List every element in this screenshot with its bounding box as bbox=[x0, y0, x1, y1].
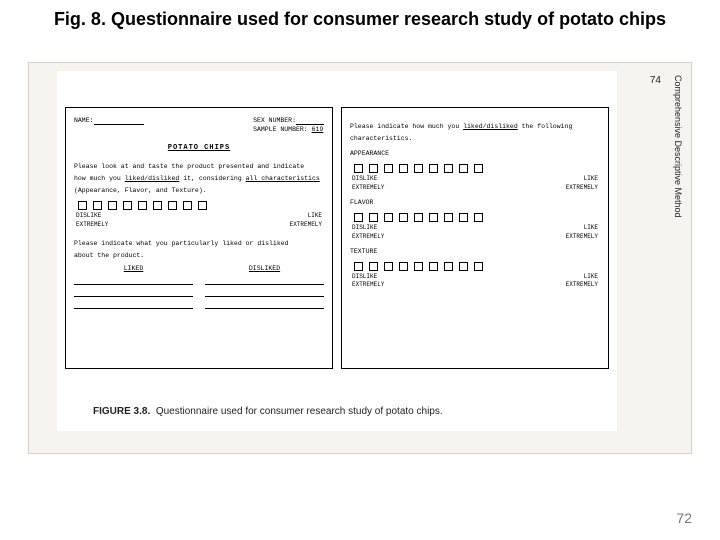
scale-checkbox[interactable] bbox=[183, 201, 192, 210]
scale-checkbox[interactable] bbox=[474, 164, 483, 173]
scale-checkbox[interactable] bbox=[384, 213, 393, 222]
scale-checkbox[interactable] bbox=[108, 201, 117, 210]
attribute-scale bbox=[350, 164, 600, 173]
instruction-line: characteristics. bbox=[350, 134, 600, 143]
scale-checkbox[interactable] bbox=[138, 201, 147, 210]
scale-checkbox[interactable] bbox=[429, 213, 438, 222]
scale-checkbox[interactable] bbox=[369, 164, 378, 173]
scale-checkbox[interactable] bbox=[429, 164, 438, 173]
scale-checkbox[interactable] bbox=[354, 262, 363, 271]
scale-anchor-left: DISLIKE EXTREMELY bbox=[352, 273, 394, 290]
instruction-line: how much you liked/disliked it, consider… bbox=[74, 174, 324, 183]
scale-anchor-right: LIKE EXTREMELY bbox=[280, 212, 322, 229]
scale-anchor-right: LIKE EXTREMELY bbox=[556, 175, 598, 192]
scanned-page: 74 Comprehensive Descriptive Method NAME… bbox=[28, 62, 692, 454]
scale-checkbox[interactable] bbox=[444, 164, 453, 173]
scan-content: NAME: SEX NUMBER: SAMPLE NUMBER: 619 POT… bbox=[57, 71, 617, 431]
scale-checkbox[interactable] bbox=[414, 164, 423, 173]
liked-column: LIKED bbox=[74, 264, 193, 312]
scale-checkbox[interactable] bbox=[444, 213, 453, 222]
scan-page-number: 74 bbox=[650, 75, 661, 86]
scale-checkbox[interactable] bbox=[399, 262, 408, 271]
write-in-line[interactable] bbox=[205, 300, 324, 309]
attribute-label: APPEARANCE bbox=[350, 149, 600, 158]
attribute-scale bbox=[350, 213, 600, 222]
figure-subcaption: FIGURE 3.8. Questionnaire used for consu… bbox=[93, 406, 443, 417]
scale-checkbox[interactable] bbox=[369, 213, 378, 222]
scale-anchor-left: DISLIKE EXTREMELY bbox=[352, 224, 394, 241]
scan-side-label: Comprehensive Descriptive Method bbox=[663, 75, 683, 275]
scale-checkbox[interactable] bbox=[474, 262, 483, 271]
scale-checkbox[interactable] bbox=[384, 262, 393, 271]
slide-page-number: 72 bbox=[676, 510, 692, 526]
instruction-line: (Appearance, Flavor, and Texture). bbox=[74, 186, 324, 195]
scale-checkbox[interactable] bbox=[354, 213, 363, 222]
scale-checkbox[interactable] bbox=[78, 201, 87, 210]
questionnaire-page-1: NAME: SEX NUMBER: SAMPLE NUMBER: 619 POT… bbox=[65, 107, 333, 369]
scale-anchor-left: DISLIKE EXTREMELY bbox=[76, 212, 118, 229]
write-in-line[interactable] bbox=[74, 276, 193, 285]
sample-field: SAMPLE NUMBER: 619 bbox=[253, 126, 323, 133]
form-title: POTATO CHIPS bbox=[74, 144, 324, 154]
attribute-block: FLAVOR DISLIKE EXTREMELY LIKE EXTREMELY bbox=[350, 198, 600, 241]
scale-anchor-right: LIKE EXTREMELY bbox=[556, 224, 598, 241]
scale-anchor-left: DISLIKE EXTREMELY bbox=[352, 175, 394, 192]
disliked-column: DISLIKED bbox=[205, 264, 324, 312]
scale-checkbox[interactable] bbox=[354, 164, 363, 173]
scale-checkbox[interactable] bbox=[153, 201, 162, 210]
scale-anchor-right: LIKE EXTREMELY bbox=[556, 273, 598, 290]
questionnaire-page-2: Please indicate how much you liked/disli… bbox=[341, 107, 609, 369]
open-ended-instruction: about the product. bbox=[74, 251, 324, 260]
sex-field: SEX NUMBER: bbox=[253, 117, 324, 124]
scale-checkbox[interactable] bbox=[459, 262, 468, 271]
open-ended-instruction: Please indicate what you particularly li… bbox=[74, 239, 324, 248]
attribute-label: TEXTURE bbox=[350, 247, 600, 256]
scale-checkbox[interactable] bbox=[414, 213, 423, 222]
scale-checkbox[interactable] bbox=[399, 164, 408, 173]
scale-checkbox[interactable] bbox=[123, 201, 132, 210]
attribute-block: TEXTURE DISLIKE EXTREMELY LIKE EXTREMELY bbox=[350, 247, 600, 290]
scale-checkbox[interactable] bbox=[369, 262, 378, 271]
write-in-line[interactable] bbox=[74, 288, 193, 297]
scale-checkbox[interactable] bbox=[399, 213, 408, 222]
attribute-block: APPEARANCE DISLIKE EXTREMELY LIKE EXTREMEL… bbox=[350, 149, 600, 192]
scale-checkbox[interactable] bbox=[198, 201, 207, 210]
scale-checkbox[interactable] bbox=[168, 201, 177, 210]
write-in-line[interactable] bbox=[205, 276, 324, 285]
scale-checkbox[interactable] bbox=[459, 213, 468, 222]
scale-checkbox[interactable] bbox=[414, 262, 423, 271]
attribute-scale bbox=[350, 262, 600, 271]
name-field: NAME: bbox=[74, 116, 144, 134]
scale-checkbox[interactable] bbox=[474, 213, 483, 222]
instruction-line: Please indicate how much you liked/disli… bbox=[350, 122, 600, 131]
scale-checkbox[interactable] bbox=[459, 164, 468, 173]
instruction-line: Please look at and taste the product pre… bbox=[74, 162, 324, 171]
scale-checkbox[interactable] bbox=[444, 262, 453, 271]
attribute-label: FLAVOR bbox=[350, 198, 600, 207]
write-in-line[interactable] bbox=[74, 300, 193, 309]
write-in-line[interactable] bbox=[205, 288, 324, 297]
scale-checkbox[interactable] bbox=[429, 262, 438, 271]
hedonic-scale bbox=[74, 201, 324, 210]
scale-checkbox[interactable] bbox=[384, 164, 393, 173]
scale-checkbox[interactable] bbox=[93, 201, 102, 210]
figure-caption: Fig. 8. Questionnaire used for consumer … bbox=[0, 0, 720, 35]
